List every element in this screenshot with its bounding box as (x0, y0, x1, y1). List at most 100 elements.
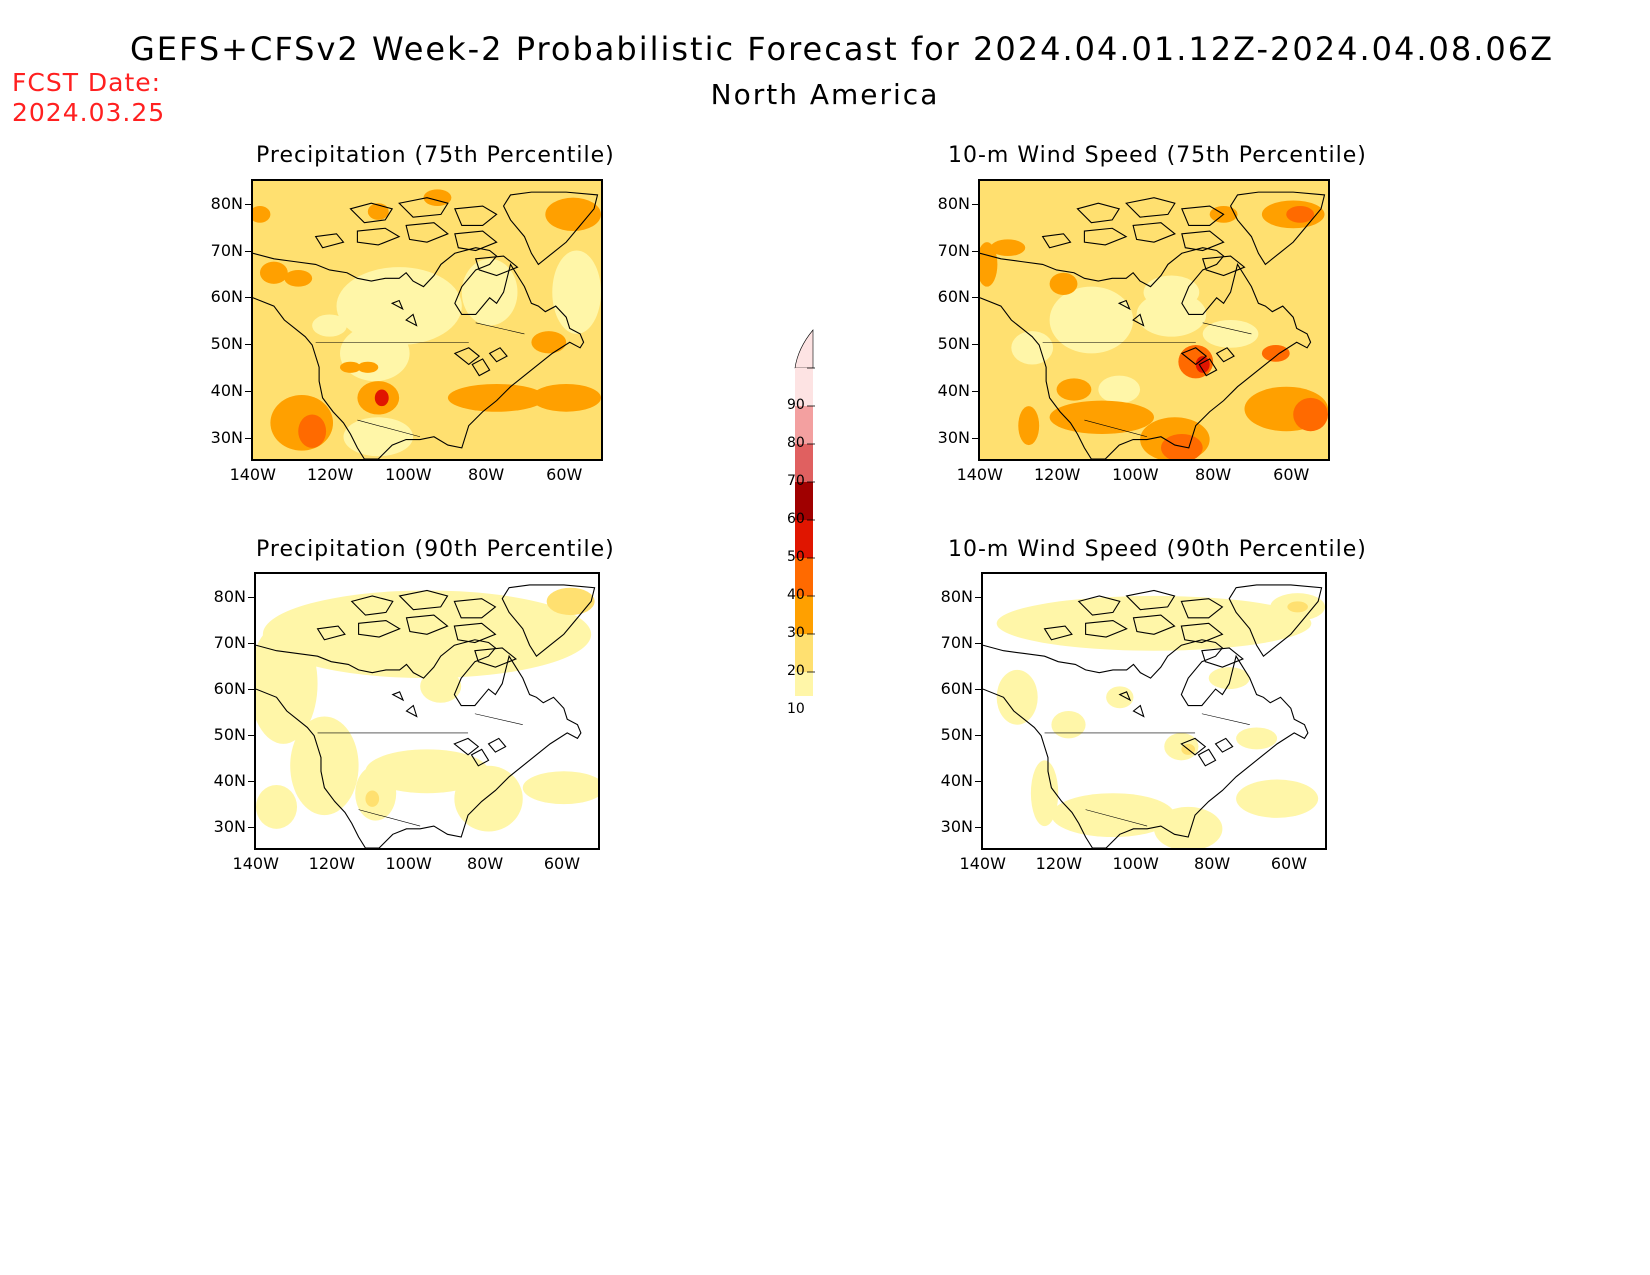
probability-contour-blob (1051, 711, 1086, 739)
lon-tick-label: 80W (1195, 465, 1232, 484)
probability-contour-blob (531, 383, 601, 412)
lon-tick-label: 120W (307, 465, 354, 484)
lon-tick-label: 140W (229, 465, 276, 484)
probability-contour-blob (461, 258, 518, 326)
probability-contour-blob (367, 203, 389, 220)
probability-contour-blob (531, 331, 567, 354)
probability-contour-blob (1056, 378, 1092, 401)
lon-tick-label: 80W (1194, 854, 1231, 873)
coastlines (256, 585, 595, 848)
arctic-island-coastline (475, 648, 516, 667)
colorbar-segment (795, 596, 813, 634)
probability-contour-blob (447, 383, 546, 412)
probability-contour-blob (1208, 667, 1250, 690)
lat-tick-mark (972, 391, 978, 393)
arctic-island-coastline (1202, 648, 1243, 667)
lat-tick-label: 30N (937, 427, 970, 447)
arctic-island-coastline (1182, 206, 1224, 225)
probability-contour-blob (1018, 406, 1040, 446)
lat-tick-mark (248, 642, 254, 644)
arctic-island-coastline (406, 615, 447, 634)
probability-contour-blob (1049, 272, 1078, 295)
greenland-coastline (502, 585, 594, 656)
arctic-island-coastline (455, 206, 497, 225)
probability-contour-blob (522, 771, 598, 805)
lake-outline (489, 738, 506, 752)
arctic-island-coastline (476, 256, 518, 275)
colorbar-segment (795, 482, 813, 520)
probability-contour-blob (1236, 779, 1319, 818)
probability-contour-blob (996, 669, 1038, 725)
lake-outline (1199, 359, 1216, 376)
lat-tick-mark (972, 343, 978, 345)
lake-outline (393, 692, 403, 700)
colorbar-label: 60 (787, 511, 805, 527)
probability-contour-blob (365, 749, 489, 794)
lake-outline (1198, 749, 1215, 765)
lat-tick-label: 30N (940, 817, 973, 837)
lat-tick-mark (248, 781, 254, 783)
lat-tick-label: 40N (213, 771, 246, 791)
lon-tick-label: 100W (1112, 465, 1159, 484)
colorbar-svg (794, 329, 815, 696)
map-precip75 (251, 179, 603, 461)
lat-tick-label: 40N (210, 381, 243, 401)
arctic-island-coastline (357, 228, 399, 245)
lat-tick-label: 80N (213, 587, 246, 607)
probability-contour-blob (552, 250, 601, 334)
arctic-island-coastline (1181, 599, 1222, 618)
probability-contour-blob (1286, 206, 1315, 223)
colorbar-label: 50 (787, 549, 805, 565)
lat-tick-label: 50N (210, 333, 243, 353)
probability-contour-blob (1098, 375, 1141, 404)
lon-tick-label: 100W (1112, 854, 1159, 873)
lat-tick-label: 60N (210, 287, 243, 307)
lat-tick-mark (975, 597, 981, 599)
lat-tick-mark (248, 734, 254, 736)
probability-contour-blob (340, 325, 410, 382)
lake-outline (455, 348, 479, 365)
probability-contour-blob (980, 242, 998, 287)
greenland-coastline (504, 192, 598, 264)
lat-tick-label: 70N (937, 240, 970, 260)
lat-tick-mark (975, 781, 981, 783)
map-svg (256, 574, 598, 848)
arctic-island-coastline (1181, 623, 1222, 642)
greenland-coastline (1231, 192, 1325, 264)
colorbar-label: 30 (787, 625, 805, 641)
forecast-date-label: FCST Date: (12, 68, 162, 97)
lat-tick-mark (245, 391, 251, 393)
arctic-island-coastline (1126, 198, 1175, 217)
lat-tick-label: 80N (210, 194, 243, 214)
lake-outline (472, 359, 489, 376)
lat-tick-label: 60N (213, 678, 246, 698)
lat-tick-mark (248, 827, 254, 829)
lake-outline (490, 348, 507, 362)
probability-contour-blob (256, 784, 298, 829)
lat-tick-label: 80N (937, 194, 970, 214)
arctic-island-coastline (1133, 615, 1174, 634)
lat-tick-label: 60N (937, 287, 970, 307)
map-svg (983, 574, 1325, 848)
lon-tick-label: 140W (232, 854, 279, 873)
lake-outline (392, 301, 402, 309)
arctic-island-coastline (1043, 234, 1071, 248)
lat-tick-mark (245, 250, 251, 252)
probability-contour-blob (1287, 601, 1308, 613)
map-precip90 (254, 572, 600, 850)
continent-coastline (980, 248, 1311, 459)
colorbar-segment (795, 672, 813, 696)
arctic-island-coastline (1084, 228, 1126, 245)
lake-outline (1181, 738, 1205, 754)
lat-tick-label: 70N (213, 632, 246, 652)
panel-title-precip75: Precipitation (75th Percentile) (256, 143, 615, 168)
lon-tick-label: 60W (1270, 854, 1308, 873)
lat-tick-label: 40N (940, 771, 973, 791)
arctic-island-coastline (352, 596, 393, 615)
lon-tick-label: 100W (385, 465, 432, 484)
lon-tick-label: 140W (956, 465, 1003, 484)
lake-outline (1133, 706, 1143, 717)
arctic-island-coastline (1127, 590, 1175, 609)
lat-tick-mark (245, 343, 251, 345)
probability-contour-blob (545, 197, 601, 232)
